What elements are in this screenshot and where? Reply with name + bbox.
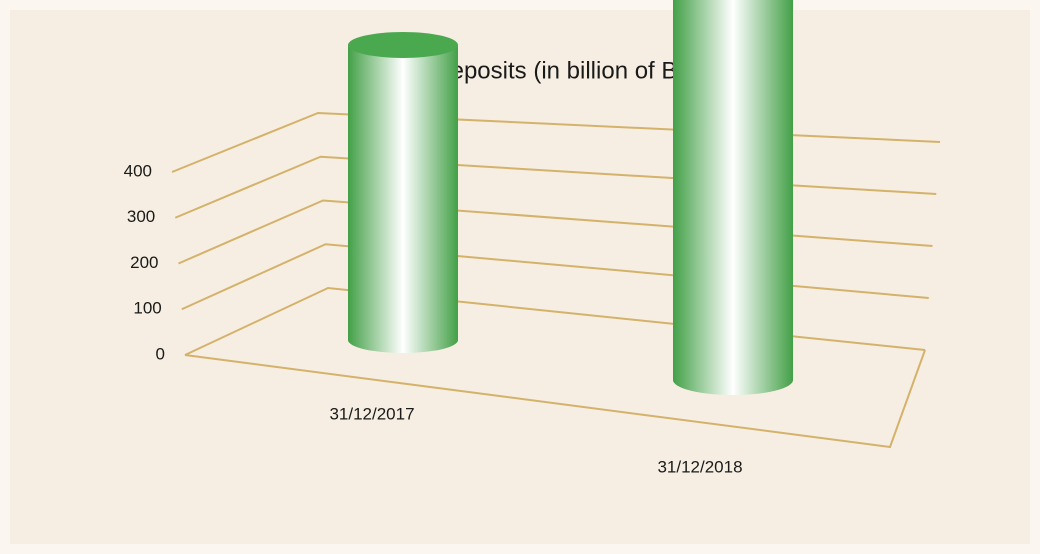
chart-title: Deposits (in billion of BIF) bbox=[433, 57, 706, 84]
cylinder-body bbox=[348, 45, 458, 353]
cylinder bbox=[673, 0, 793, 395]
floor-edge bbox=[184, 349, 926, 449]
y-tick-label: 0 bbox=[156, 344, 165, 363]
y-tick-label: 300 bbox=[127, 207, 155, 226]
cylinder-top bbox=[348, 32, 458, 58]
y-tick-label: 100 bbox=[133, 299, 161, 318]
panel bbox=[10, 10, 1030, 544]
cylinder-body bbox=[673, 0, 793, 395]
cylinder bbox=[348, 32, 458, 353]
x-tick-label: 31/12/2017 bbox=[329, 404, 414, 423]
y-tick-label: 200 bbox=[130, 253, 158, 272]
x-tick-label: 31/12/2018 bbox=[657, 457, 742, 476]
y-tick-label: 400 bbox=[124, 161, 152, 180]
